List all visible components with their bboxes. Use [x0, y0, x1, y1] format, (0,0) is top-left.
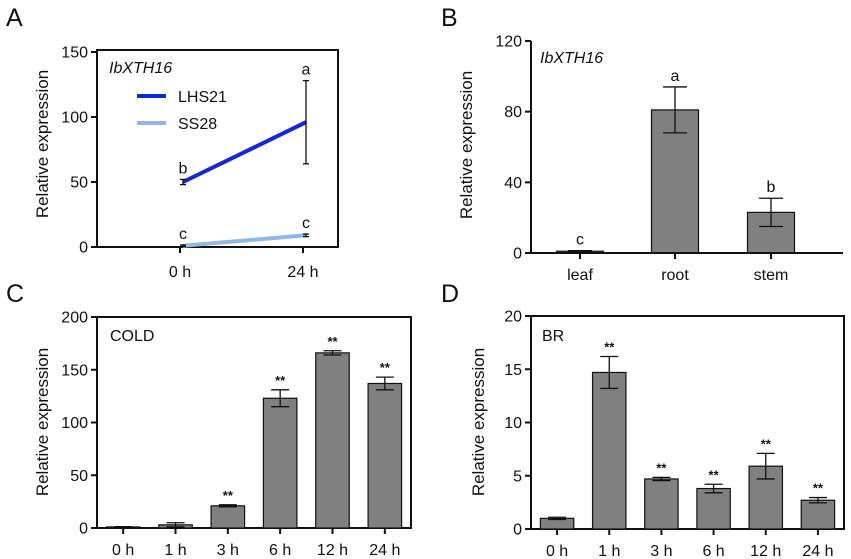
panel-c-label: C: [6, 280, 24, 308]
panel-d-ytick-label: 0: [513, 522, 522, 539]
significance-stars: **: [380, 360, 391, 375]
panel-d-marks: ** ** ** ** **: [539, 339, 836, 530]
significance-stars: **: [709, 467, 720, 482]
significance-stars: **: [275, 373, 286, 388]
bar-1h: [591, 371, 627, 530]
panel-a-y-axis: 0 50 100 150: [61, 45, 98, 257]
panel-a-ylabel: Relative expression: [33, 70, 52, 218]
panel-b-title: IbXTH16: [540, 50, 603, 67]
panel-d-xtick-label: 1 h: [598, 543, 620, 559]
panel-d-xtick-label: 3 h: [650, 543, 672, 559]
panel-a-legend: LHS21 SS28: [137, 89, 227, 133]
panel-a-marks: b a c c: [179, 62, 311, 248]
panel-d-ytick-label: 15: [504, 362, 522, 379]
series-line-ss28: [182, 233, 307, 248]
significance-letter: c: [302, 215, 310, 232]
panel-b-ytick-label: 0: [513, 246, 522, 263]
panel-d-ytick-label: 20: [504, 309, 522, 326]
panel-d-plot-frame: [530, 315, 845, 530]
significance-stars: **: [656, 460, 667, 475]
panel-c-x-axis: 0 h 1 h 3 h 6 h 12 h 24 h: [112, 528, 400, 559]
panel-b-label: B: [441, 4, 458, 32]
panel-b-xtick-label: leaf: [567, 267, 593, 284]
panel-b-x-axis: leaf root stem: [530, 252, 843, 284]
significance-stars: **: [604, 339, 615, 354]
panel-c-ytick-label: 50: [70, 468, 88, 485]
panel-b-ylabel: Relative expression: [457, 71, 476, 219]
panel-b-ytick-label: 120: [495, 34, 522, 51]
panel-d-title: BR: [542, 328, 564, 345]
panel-c-xtick-label: 24 h: [369, 542, 400, 559]
panel-d-xtick-label: 6 h: [702, 543, 724, 559]
significance-letter: a: [671, 68, 680, 85]
panel-d-ytick-label: 10: [504, 415, 522, 432]
panel-b-xtick-label: stem: [754, 267, 789, 284]
panel-a-title: IbXTH16: [109, 60, 172, 77]
panel-c-ytick-label: 200: [61, 310, 88, 327]
panel-a-ytick-label: 100: [61, 110, 88, 127]
significance-stars: **: [327, 334, 338, 349]
panel-d-label: D: [441, 280, 459, 308]
panel-c-marks: ** ** ** **: [105, 334, 403, 529]
panel-c-xtick-label: 12 h: [317, 542, 348, 559]
panel-c-y-axis: 0 50 100 150 200: [61, 310, 98, 538]
bar-root: [650, 109, 700, 254]
significance-letter: b: [179, 160, 188, 177]
significance-stars: **: [761, 436, 772, 451]
panel-b-marks: c a b: [555, 68, 796, 254]
panel-a-x-axis: 0 h 24 h: [169, 247, 319, 281]
significance-letter: b: [767, 179, 776, 196]
panel-b-ytick-label: 40: [504, 175, 522, 192]
panel-d-x-axis: 0 h 1 h 3 h 6 h 12 h 24 h: [546, 529, 833, 559]
panel-b-xtick-label: root: [661, 267, 689, 284]
bar-24h: [800, 499, 836, 530]
bar-3h: [644, 478, 679, 530]
significance-stars: **: [813, 481, 824, 496]
significance-letter: c: [576, 232, 584, 249]
panel-d-ylabel: Relative expression: [469, 348, 488, 496]
series-line-lhs21: [182, 120, 307, 184]
panel-b: B 0 40 80 120 Relative expression IbXTH16 c…: [441, 4, 843, 284]
significance-stars: **: [223, 488, 234, 503]
panel-c-ytick-label: 150: [61, 362, 88, 379]
panel-c-ylabel: Relative expression: [33, 348, 52, 496]
panel-a-ytick-label: 0: [79, 240, 88, 257]
panel-a-ytick-label: 150: [61, 45, 88, 62]
panel-d-xtick-label: 0 h: [546, 543, 568, 559]
legend-label-lhs21: LHS21: [178, 89, 227, 106]
panel-d-ytick-label: 5: [513, 468, 522, 485]
panel-a-xtick-label: 0 h: [169, 264, 191, 281]
panel-d-xtick-label: 12 h: [750, 543, 781, 559]
bar-24h: [367, 382, 403, 529]
bar-6h: [696, 487, 731, 530]
panel-c-ytick-label: 0: [79, 521, 88, 538]
significance-letter: a: [302, 62, 311, 79]
panel-c-xtick-label: 6 h: [269, 542, 291, 559]
panel-a-plot-frame: [96, 49, 339, 248]
panel-a-label: A: [6, 4, 23, 32]
panel-c-xtick-label: 1 h: [164, 542, 186, 559]
panel-a-ytick-label: 50: [70, 175, 88, 192]
panel-c-xtick-label: 3 h: [217, 542, 239, 559]
panel-c-ytick-label: 100: [61, 415, 88, 432]
bar-6h: [262, 397, 298, 529]
legend-label-ss28: SS28: [178, 116, 217, 133]
significance-letter: c: [179, 226, 187, 243]
panel-c-title: COLD: [110, 328, 154, 345]
panel-c-xtick-label: 0 h: [112, 542, 134, 559]
panel-b-ytick-label: 80: [504, 104, 522, 121]
panel-d-xtick-label: 24 h: [802, 543, 833, 559]
bar-3h: [210, 505, 246, 529]
bar-12h: [315, 352, 350, 529]
panel-c-plot-frame: [96, 316, 412, 529]
panel-a-xtick-label: 24 h: [287, 264, 318, 281]
panel-b-y-axis: 0 40 80 120: [495, 34, 532, 263]
panel-d-y-axis: 0 5 10 15 20: [504, 309, 532, 539]
